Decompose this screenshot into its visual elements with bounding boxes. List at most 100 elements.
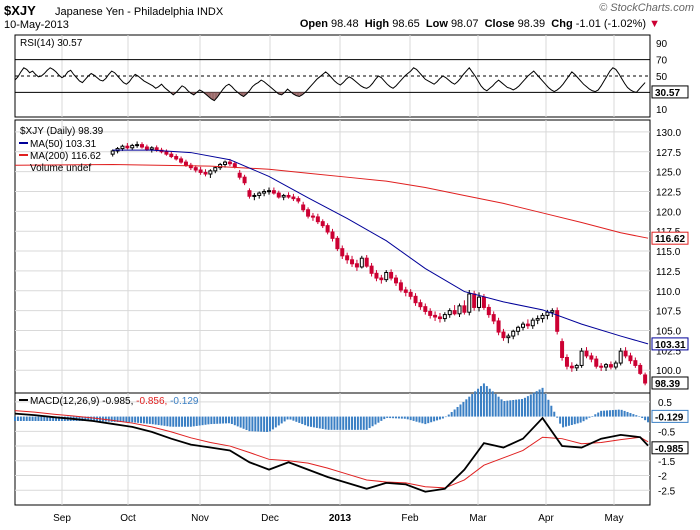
macd-hist-bar-33 [46, 416, 49, 421]
candle-body-68 [442, 314, 447, 320]
price-legend: $XJY (Daily) 98.39 [20, 126, 104, 137]
macd-hist-bar-306 [312, 416, 315, 428]
macd-hist-bar-435 [438, 416, 441, 420]
candle-body-56 [384, 272, 389, 281]
price-ytick-10: 125.0 [656, 168, 681, 179]
macd-hist-bar-285 [292, 416, 295, 421]
brand-logo: © StockCharts.com [599, 2, 694, 14]
macd-hist-bar-342 [348, 416, 351, 430]
macd-hist-bar-132 [142, 416, 145, 424]
candle-body-17 [193, 167, 198, 171]
down-triangle-icon: ▼ [649, 18, 660, 30]
macd-hist-bar-180 [189, 416, 192, 427]
macd-hist-bar-222 [230, 416, 233, 425]
macd-hist-bar-558 [559, 416, 562, 424]
macd-hist-bar-186 [195, 416, 198, 426]
macd-hist-bar-549 [550, 405, 553, 417]
candle-body-49 [350, 259, 355, 265]
macd-hist-bar-588 [588, 416, 591, 418]
macd-legend-part-1: -0.985, [102, 396, 136, 407]
macd-hist-bar-504 [506, 400, 509, 417]
macd-hist-bar-42 [55, 416, 58, 421]
macd-hist-bar-615 [614, 409, 617, 417]
candle-body-4 [130, 144, 135, 149]
price-ytick-12: 130.0 [656, 128, 681, 139]
candle-body-54 [374, 272, 379, 279]
macd-hist-bar-75 [87, 416, 90, 421]
candle-body-53 [369, 265, 374, 274]
macd-hist-bar-543 [544, 393, 547, 417]
candle-body-88 [540, 314, 545, 320]
rsi-oversold-fill-66 [208, 92, 212, 99]
macd-hist-bar-405 [409, 416, 412, 421]
macd-hist-bar-30 [43, 416, 46, 421]
macd-hist-bar-384 [389, 416, 392, 419]
macd-hist-bar-198 [207, 416, 210, 425]
candle-body-5 [135, 144, 140, 147]
candle-body-39 [301, 204, 306, 211]
macd-hist-bar-402 [406, 416, 409, 420]
macd-hist-bar-648 [647, 416, 650, 423]
rsi-last-value: 30.57 [651, 85, 689, 99]
macd-hist-bar-537 [538, 389, 541, 417]
candle-body-7 [144, 146, 149, 150]
candle-body-27 [242, 176, 247, 184]
macd-hist-bar-627 [626, 411, 629, 417]
macd-hist-bar-246 [254, 416, 257, 432]
low-label: Low [425, 18, 448, 30]
candle-body-48 [345, 255, 350, 261]
candle-body-2 [120, 145, 125, 150]
macd-hist-bar-126 [137, 416, 140, 423]
candle-body-97 [584, 350, 589, 357]
macd-hist-bar-231 [239, 416, 242, 428]
price-ytick-4: 110.0 [656, 287, 681, 298]
rsi-ytick-2: 50 [656, 72, 668, 83]
macd-hist-bar-639 [638, 416, 641, 417]
macd-hist-bar-465 [468, 396, 471, 417]
macd-hist-bar-381 [386, 416, 389, 418]
candle-body-12 [169, 153, 174, 158]
candle-body-52 [364, 257, 369, 267]
macd-hist-bar-396 [400, 416, 403, 419]
candle-body-67 [437, 316, 442, 320]
macd-legend: MACD(12,26,9) -0.985, -0.856, -0.129 [30, 396, 199, 407]
instrument-label: Japanese Yen - Philadelphia [55, 6, 194, 18]
macd-hist-bar-240 [248, 416, 251, 432]
macd-hist-bar-618 [617, 409, 620, 417]
macd-hist-bar-453 [456, 406, 459, 417]
macd-hist-bar-3 [16, 416, 19, 421]
macd-legend-part-0: MACD(12,26,9) [30, 396, 102, 407]
candle-body-44 [325, 225, 330, 233]
macd-hist-bar-18 [31, 416, 34, 421]
candle-body-103 [613, 362, 618, 368]
macd-hist-bar-219 [227, 416, 230, 424]
macd-hist-bar-570 [570, 416, 573, 425]
candle-body-89 [545, 311, 550, 316]
macd-hist-bar-144 [154, 416, 157, 425]
ma200-last-value-text: 116.62 [655, 234, 685, 245]
candle-body-58 [394, 277, 398, 284]
high-value: 98.65 [392, 18, 420, 30]
macd-hist-bar-519 [521, 399, 524, 417]
macd-hist-bar-561 [562, 416, 565, 428]
candle-body-94 [569, 365, 574, 369]
close-label: Close [484, 18, 515, 30]
macd-hist-bar-489 [491, 391, 494, 417]
macd-hist-bar-216 [225, 416, 228, 424]
candle-body-75 [477, 296, 482, 308]
macd-hist-bar-123 [134, 416, 137, 423]
macd-hist-bar-633 [632, 414, 635, 417]
macd-last-value: -0.985 [651, 441, 689, 455]
candle-body-64 [423, 306, 428, 312]
macd-hist-bar-432 [436, 416, 439, 421]
candle-body-92 [560, 341, 565, 358]
macd-hist-bar-333 [339, 416, 342, 430]
macd-hist-bar-528 [529, 394, 532, 417]
high-label: High [364, 18, 390, 30]
hist-last-value-text: -0.129 [655, 412, 684, 423]
macd-hist-bar-162 [172, 416, 175, 427]
candle-body-29 [252, 194, 257, 197]
candle-body-40 [306, 209, 311, 217]
candle-body-3 [125, 145, 130, 149]
price-last-value-box [651, 376, 689, 390]
